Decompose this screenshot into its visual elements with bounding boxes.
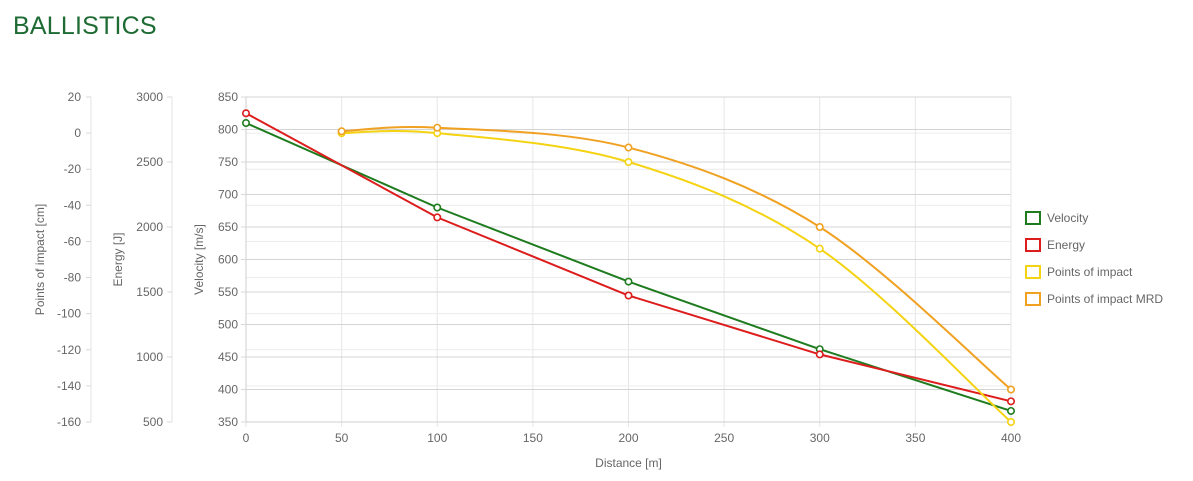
chart-legend: Velocity Energy Points of impact Points of …: [1025, 211, 1163, 306]
y-tick-label: -160: [57, 415, 81, 429]
points-of-impact-data-point[interactable]: [815, 244, 824, 253]
y-tick-label: -80: [64, 271, 82, 285]
points-of-impact-legend-label[interactable]: Points of impact: [1047, 265, 1133, 279]
x-tick-label: 250: [714, 431, 734, 445]
points-of-impact-data-point[interactable]: [1006, 417, 1015, 426]
energy-data-point[interactable]: [815, 350, 824, 359]
energy-data-point[interactable]: [242, 109, 251, 118]
velocity-legend-swatch[interactable]: [1025, 211, 1041, 225]
y-tick-label: 2500: [136, 155, 163, 169]
points-of-impact-mrd-data-point[interactable]: [815, 223, 824, 232]
y-tick-label: 20: [68, 90, 82, 104]
y-tick-label: 850: [218, 90, 238, 104]
points-of-impact-mrd-legend-label[interactable]: Points of impact MRD: [1047, 292, 1163, 306]
y-tick-label: 700: [218, 188, 238, 202]
y-tick-label: -140: [57, 379, 81, 393]
y-tick-label: 600: [218, 253, 238, 267]
y-tick-label: -20: [64, 162, 82, 176]
energy-data-point[interactable]: [624, 291, 633, 300]
points-of-impact-mrd-legend-swatch[interactable]: [1025, 292, 1041, 306]
y-tick-label: 500: [143, 415, 163, 429]
x-tick-label: 350: [905, 431, 925, 445]
y-tick-label: 1000: [136, 350, 163, 364]
points-of-impact-mrd-data-point[interactable]: [624, 143, 633, 152]
y-tick-label: 650: [218, 220, 238, 234]
y-tick-label: 350: [218, 415, 238, 429]
energy-axis-title: Energy [J]: [111, 232, 125, 286]
points-of-impact-mrd-data-point[interactable]: [433, 123, 442, 132]
chart-axes: 0 50 100 150 200 250 300 350 400200-20-40-60-80-…: [33, 90, 1021, 445]
y-tick-label: -120: [57, 343, 81, 357]
y-tick-label: 750: [218, 155, 238, 169]
energy-legend-swatch[interactable]: [1025, 238, 1041, 252]
y-tick-label: 450: [218, 350, 238, 364]
velocity-data-point[interactable]: [1006, 406, 1015, 415]
y-tick-label: 1500: [136, 285, 163, 299]
y-tick-label: 2000: [136, 220, 163, 234]
velocity-data-point[interactable]: [624, 277, 633, 286]
x-axis-title: Distance [m]: [595, 456, 662, 470]
velocity-data-point[interactable]: [242, 119, 251, 128]
energy-legend-label[interactable]: Energy: [1047, 238, 1085, 252]
x-tick-label: 400: [1001, 431, 1021, 445]
y-tick-label: -40: [64, 198, 82, 212]
page-title: BALLISTICS: [13, 12, 157, 40]
points-of-impact-series-line: [341, 129, 1012, 423]
x-tick-label: 50: [335, 431, 349, 445]
energy-data-point[interactable]: [433, 213, 442, 222]
points-of-impact-legend-swatch[interactable]: [1025, 265, 1041, 279]
points-of-impact-mrd-series-line: [341, 125, 1012, 391]
y-tick-label: -100: [57, 307, 81, 321]
points-of-impact-axis-title: Points of impact [cm]: [33, 204, 47, 315]
x-tick-label: 300: [810, 431, 830, 445]
points-of-impact-data-point[interactable]: [624, 158, 633, 167]
energy-data-point[interactable]: [1006, 397, 1015, 406]
points-of-impact-mrd-data-point[interactable]: [1006, 385, 1015, 394]
y-tick-label: -60: [64, 234, 82, 248]
velocity-data-point[interactable]: [433, 203, 442, 212]
x-tick-label: 0: [243, 431, 250, 445]
points-of-impact-mrd-data-point[interactable]: [337, 127, 346, 136]
y-tick-label: 400: [218, 383, 238, 397]
y-tick-label: 550: [218, 285, 238, 299]
y-tick-label: 800: [218, 123, 238, 137]
y-tick-label: 0: [74, 126, 81, 140]
x-tick-label: 100: [427, 431, 447, 445]
y-tick-label: 500: [218, 318, 238, 332]
x-tick-label: 150: [523, 431, 543, 445]
y-tick-label: 3000: [136, 90, 163, 104]
chart-series: [242, 109, 1015, 426]
velocity-axis-title: Velocity [m/s]: [192, 224, 206, 295]
x-tick-label: 200: [618, 431, 638, 445]
velocity-legend-label[interactable]: Velocity: [1047, 211, 1088, 225]
